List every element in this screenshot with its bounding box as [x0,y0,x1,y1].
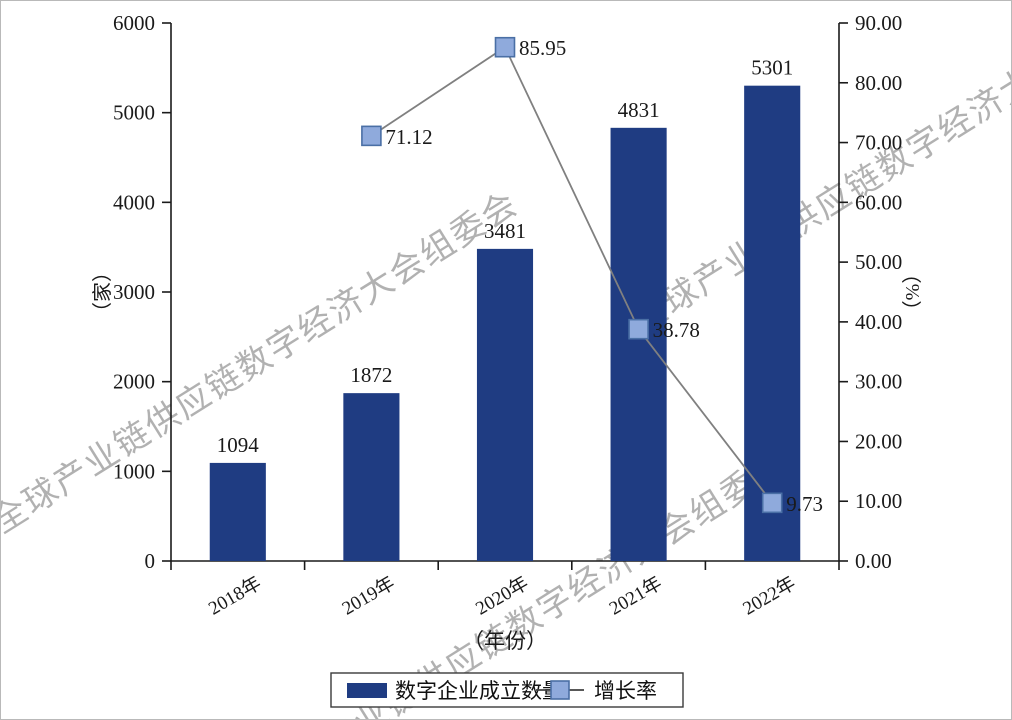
bar-value-label: 1094 [217,433,260,457]
right-axis-tick-label: 50.00 [855,250,902,274]
growth-rate-line [370,45,773,504]
line-value-label: 38.78 [653,318,700,342]
left-axis-tick-label: 4000 [113,190,155,214]
left-axis-tick-label: 6000 [113,11,155,35]
right-axis-tick-label: 90.00 [855,11,902,35]
right-axis-tick-label: 30.00 [855,370,902,394]
line-marker[interactable] [761,492,783,514]
right-axis-tick-label: 40.00 [855,310,902,334]
y-axis-title: （家） [91,262,114,322]
x-axis-category-label: 2019年 [338,572,398,620]
legend-label-line: 增长率 [594,679,657,703]
x-axis-title: （年份） [463,629,547,653]
left-axis-tick-label: 5000 [113,101,155,125]
y2-axis-title: （%） [901,264,924,321]
x-axis-category-label: 2018年 [205,572,265,620]
x-axis-category-label: 2022年 [739,572,799,620]
right-axis-tick-label: 10.00 [855,489,902,513]
left-axis-tick-label: 0 [145,549,156,573]
left-axis-tick-label: 3000 [113,280,155,304]
line-marker[interactable] [494,36,516,58]
line-value-label: 85.95 [519,36,566,60]
bar[interactable] [744,85,801,561]
legend-label-bar: 数字企业成立数量 [395,679,563,703]
right-axis-tick-label: 60.00 [855,190,902,214]
legend-swatch-bar [347,683,387,698]
left-axis-tick-label: 2000 [113,370,155,394]
bar[interactable] [343,393,400,561]
right-axis-tick-label: 80.00 [855,71,902,95]
legend-swatch-marker [550,680,570,700]
x-axis-category-label: 2020年 [472,572,532,620]
bar-value-label: 5301 [751,56,793,80]
legend-box [330,672,684,708]
right-axis-tick-label: 20.00 [855,429,902,453]
bar[interactable] [209,462,266,561]
line-value-label: 71.12 [385,125,432,149]
line-value-label: 9.73 [786,492,823,516]
bar[interactable] [476,248,534,561]
line-marker[interactable] [361,125,382,147]
line-marker[interactable] [628,318,649,340]
right-axis-tick-label: 70.00 [855,131,902,155]
bar-value-label: 1872 [350,363,392,387]
left-axis-tick-label: 1000 [113,459,155,483]
bar-value-label: 4831 [618,98,660,122]
x-axis-category-label: 2021年 [605,572,665,620]
bar[interactable] [610,127,667,561]
bar-value-label: 3481 [484,219,526,243]
right-axis-tick-label: 0.00 [855,549,892,573]
